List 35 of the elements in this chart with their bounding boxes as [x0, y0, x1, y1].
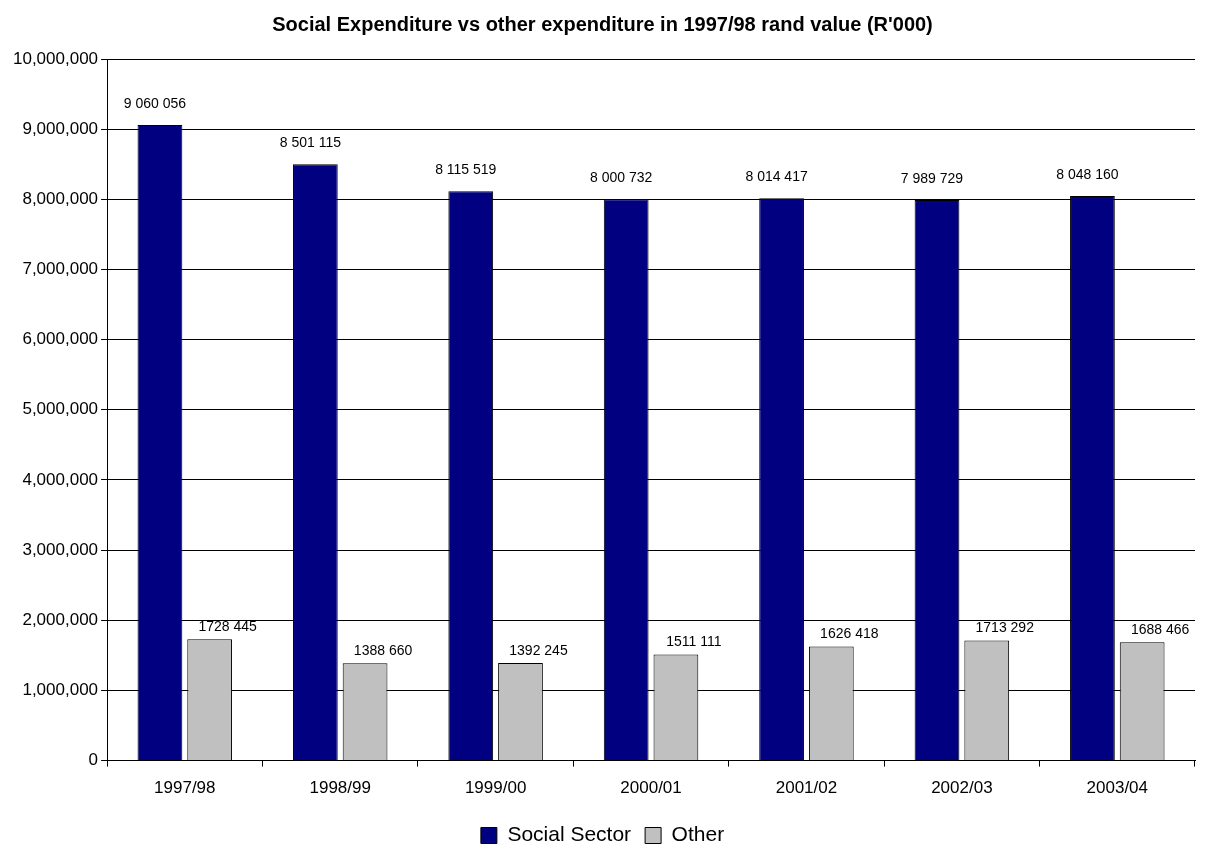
y-tick-label: 5,000,000	[22, 399, 99, 419]
data-label: 1511 111	[666, 633, 722, 650]
legend-label: Other	[671, 822, 725, 846]
x-tick-label: 2003/04	[1086, 778, 1149, 798]
y-tick-label: 6,000,000	[22, 329, 99, 349]
x-tick-label: 1997/98	[154, 778, 216, 798]
y-tick-label: 7,000,000	[22, 259, 99, 279]
y-tick-label: 2,000,000	[22, 609, 99, 629]
y-tick-label: 3,000,000	[22, 539, 99, 559]
x-tick-label: 2002/03	[931, 778, 993, 798]
y-tick-label: 4,000,000	[22, 469, 99, 489]
x-tick-label: 1999/00	[464, 778, 527, 798]
x-tick-label: 2000/01	[620, 778, 682, 798]
data-label: 8 501 115	[279, 134, 342, 151]
y-tick-label: 10,000,000	[12, 48, 99, 68]
x-tick-label: 1998/99	[309, 778, 371, 798]
data-label: 7 989 729	[900, 169, 964, 186]
chart-title: Social Expenditure vs other expenditure in 1997/98 rand value (R'000)	[272, 12, 933, 35]
data-label: 8 048 160	[1056, 165, 1119, 182]
data-label: 1392 245	[509, 641, 568, 658]
data-label: 1388 660	[353, 642, 413, 659]
data-label: 9 060 056	[123, 94, 187, 111]
y-tick-label: 8,000,000	[22, 189, 99, 209]
x-tick-label: 2001/02	[775, 778, 838, 798]
data-label: 1688 466	[1130, 621, 1190, 637]
data-label: 8 115 519	[435, 161, 497, 178]
y-tick-label: 1,000,000	[22, 680, 99, 700]
data-label: 1728 445	[198, 618, 258, 635]
legend-label: Social Sector	[507, 822, 632, 846]
data-label: 1626 418	[820, 625, 879, 642]
data-label: 1713 292	[975, 619, 1035, 636]
data-label: 8 000 732	[590, 169, 653, 186]
y-tick-label: 9,000,000	[22, 118, 99, 138]
data-label: 8 014 417	[745, 168, 808, 185]
y-tick-label: 0	[88, 750, 99, 770]
